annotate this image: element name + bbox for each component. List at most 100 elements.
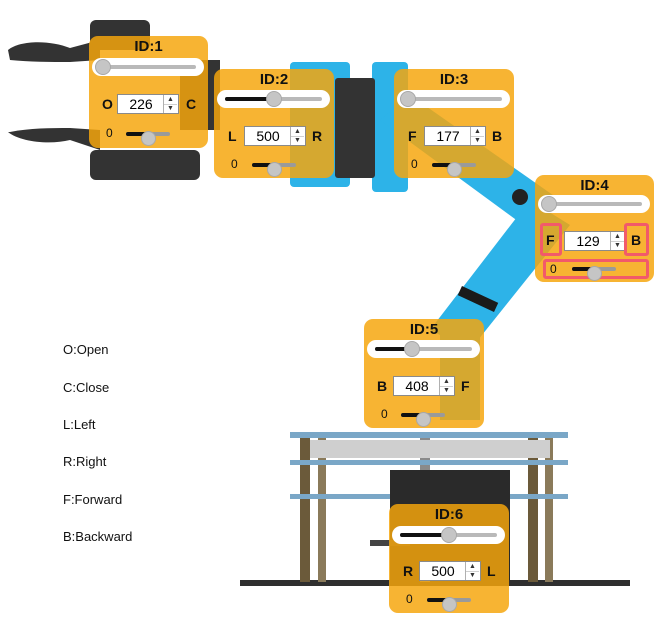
servo-6-speed-slider[interactable] bbox=[427, 593, 471, 612]
slider-fill bbox=[400, 533, 449, 537]
servo-5-main-slider[interactable] bbox=[367, 340, 480, 358]
slider-thumb[interactable] bbox=[540, 196, 557, 212]
mini-fill bbox=[252, 163, 274, 167]
mini-track bbox=[572, 266, 616, 281]
servo-1-mini-min: 0 bbox=[106, 126, 113, 140]
servo-3-main-slider[interactable] bbox=[397, 90, 510, 108]
slider-thumb[interactable] bbox=[265, 91, 282, 107]
mini-fill bbox=[572, 267, 594, 271]
servo-4-main-slider[interactable] bbox=[538, 195, 650, 213]
servo-2-left-label: L bbox=[228, 128, 237, 144]
slider-thumb[interactable] bbox=[440, 527, 457, 543]
servo-4-mini-min: 0 bbox=[550, 262, 557, 276]
mini-thumb[interactable] bbox=[141, 131, 156, 146]
mini-thumb[interactable] bbox=[416, 412, 431, 427]
slider-thumb[interactable] bbox=[403, 341, 420, 357]
spin-arrows: ▲ ▼ bbox=[439, 377, 454, 395]
spin-arrows: ▲ ▼ bbox=[470, 127, 485, 145]
servo-3-value-spinbox[interactable]: 177 ▲ ▼ bbox=[424, 126, 486, 146]
servo-5-value[interactable]: 408 bbox=[405, 378, 429, 394]
legend-item: L:Left bbox=[63, 417, 96, 432]
spin-down-icon[interactable]: ▼ bbox=[614, 242, 621, 249]
servo-5-title: ID:5 bbox=[409, 321, 439, 338]
servo-1-value[interactable]: 226 bbox=[129, 96, 153, 112]
slider-track bbox=[94, 59, 196, 75]
spin-up-icon[interactable]: ▲ bbox=[611, 232, 624, 242]
spin-up-icon[interactable]: ▲ bbox=[471, 127, 484, 137]
spin-up-icon[interactable]: ▲ bbox=[440, 377, 453, 387]
spin-down-icon[interactable]: ▼ bbox=[167, 105, 174, 112]
mini-fill bbox=[432, 163, 454, 167]
servo-4-title: ID:4 bbox=[580, 177, 609, 194]
servo-4-value[interactable]: 129 bbox=[576, 233, 600, 249]
servo-6-main-slider[interactable] bbox=[392, 526, 505, 544]
slider-track bbox=[540, 196, 642, 212]
mini-fill bbox=[126, 132, 148, 136]
mini-fill bbox=[427, 598, 449, 602]
servo-1-speed-slider[interactable] bbox=[126, 127, 170, 146]
servo-3-speed-slider[interactable] bbox=[432, 158, 476, 177]
servo-1-left-label: O bbox=[102, 96, 113, 112]
slider-fill bbox=[225, 97, 274, 101]
servo-2-speed-slider[interactable] bbox=[252, 158, 296, 177]
legend-item: B:Backward bbox=[63, 529, 133, 544]
servo-panel-1: ID:1 O 226 ▲ ▼ C 0 bbox=[89, 36, 208, 148]
servo-3-title: ID:3 bbox=[439, 71, 469, 88]
servo-4-left-label: F bbox=[546, 232, 555, 248]
mini-thumb[interactable] bbox=[442, 597, 457, 612]
servo-2-value[interactable]: 500 bbox=[256, 128, 280, 144]
mini-thumb[interactable] bbox=[447, 162, 462, 177]
servo-1-right-label: C bbox=[186, 96, 197, 112]
slider-track bbox=[375, 341, 472, 357]
spin-arrows: ▲ ▼ bbox=[465, 562, 480, 580]
servo-6-value[interactable]: 500 bbox=[431, 563, 455, 579]
spin-arrows: ▲ ▼ bbox=[290, 127, 305, 145]
slider-thumb[interactable] bbox=[94, 59, 111, 75]
spin-down-icon[interactable]: ▼ bbox=[294, 137, 301, 144]
servo-5-value-spinbox[interactable]: 408 ▲ ▼ bbox=[393, 376, 455, 396]
servo-6-mini-min: 0 bbox=[406, 592, 413, 606]
spin-down-icon[interactable]: ▼ bbox=[443, 387, 450, 394]
servo-5-right-label: F bbox=[461, 378, 470, 394]
mini-track bbox=[432, 162, 476, 177]
mini-track bbox=[252, 162, 296, 177]
spin-up-icon[interactable]: ▲ bbox=[466, 562, 479, 572]
servo-panel-2: ID:2 L 500 ▲ ▼ R 0 bbox=[214, 69, 334, 178]
slider-track bbox=[400, 527, 497, 543]
mini-thumb[interactable] bbox=[587, 266, 602, 281]
servo-2-value-spinbox[interactable]: 500 ▲ ▼ bbox=[244, 126, 306, 146]
servo-6-left-label: R bbox=[403, 563, 414, 579]
mini-thumb[interactable] bbox=[267, 162, 282, 177]
spin-up-icon[interactable]: ▲ bbox=[291, 127, 304, 137]
servo-5-left-label: B bbox=[377, 378, 388, 394]
servo-2-main-slider[interactable] bbox=[217, 90, 330, 108]
servo-5-speed-slider[interactable] bbox=[401, 408, 445, 427]
mini-track bbox=[427, 597, 471, 612]
spin-down-icon[interactable]: ▼ bbox=[474, 137, 481, 144]
servo-panel-5: ID:5 B 408 ▲ ▼ F 0 bbox=[364, 319, 484, 428]
slider-thumb[interactable] bbox=[399, 91, 416, 107]
spin-down-icon[interactable]: ▼ bbox=[469, 572, 476, 579]
servo-2-title: ID:2 bbox=[259, 71, 289, 88]
slider-track bbox=[225, 91, 322, 107]
legend-item: F:Forward bbox=[63, 492, 123, 507]
servo-4-speed-slider[interactable] bbox=[572, 262, 616, 281]
servo-1-main-slider[interactable] bbox=[92, 58, 204, 76]
servo-panel-6: ID:6 R 500 ▲ ▼ L 0 bbox=[389, 504, 509, 613]
servo-3-mini-min: 0 bbox=[411, 157, 418, 171]
servo-2-mini-min: 0 bbox=[231, 157, 238, 171]
servo-3-value[interactable]: 177 bbox=[436, 128, 460, 144]
servo-4-left-highlight bbox=[540, 223, 562, 256]
servo-4-right-highlight bbox=[624, 223, 649, 256]
servo-3-right-label: B bbox=[492, 128, 503, 144]
spin-up-icon[interactable]: ▲ bbox=[164, 95, 177, 105]
servo-4-value-spinbox[interactable]: 129 ▲ ▼ bbox=[564, 231, 626, 251]
servo-6-value-spinbox[interactable]: 500 ▲ ▼ bbox=[419, 561, 481, 581]
legend-item: R:Right bbox=[63, 454, 107, 469]
servo-5-mini-min: 0 bbox=[381, 407, 388, 421]
spin-arrows: ▲ ▼ bbox=[610, 232, 625, 250]
servo-1-title: ID:1 bbox=[134, 38, 163, 55]
servo-1-value-spinbox[interactable]: 226 ▲ ▼ bbox=[117, 94, 179, 114]
servo-panel-4: ID:4 F 129 ▲ ▼ B 0 bbox=[535, 175, 654, 282]
servo-3-left-label: F bbox=[408, 128, 417, 144]
